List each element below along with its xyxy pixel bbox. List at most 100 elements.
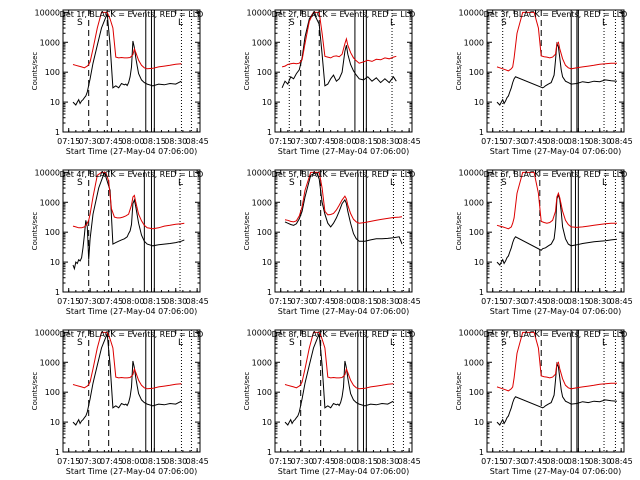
x-tick-label: 07:15 [481, 137, 504, 146]
y-tick-label: 1 [267, 448, 272, 457]
y-tick-label: 10 [50, 418, 60, 427]
x-tick-label: 07:15 [481, 297, 504, 306]
x-tick-label: 07:45 [100, 457, 123, 466]
x-tick-label: 07:45 [524, 457, 547, 466]
box-label-l: L [602, 338, 607, 348]
y-tick-label: 1000 [252, 198, 272, 207]
y-tick-label: 1 [479, 128, 484, 137]
x-tick-label: 08:00 [121, 297, 144, 306]
x-tick-label: 08:15 [567, 297, 590, 306]
x-tick-label: 08:45 [186, 137, 209, 146]
box-label-s: S [501, 18, 507, 28]
panel-title: Det 2f, BLACK = Events, RED = LLD [272, 10, 416, 19]
x-tick-label: 07:30 [79, 137, 102, 146]
y-tick-label: 1 [267, 128, 272, 137]
y-axis-label: Counts/sec [31, 212, 39, 251]
y-tick-label: 1000 [464, 358, 484, 367]
lld-series-line [496, 331, 617, 392]
y-tick-label: 10 [474, 98, 484, 107]
events-series-line [72, 13, 182, 106]
x-tick-label: 07:45 [312, 457, 335, 466]
x-tick-label: 07:15 [269, 457, 292, 466]
x-tick-label: 08:15 [143, 137, 166, 146]
y-tick-label: 100 [257, 68, 272, 77]
x-tick-label: 07:15 [269, 137, 292, 146]
x-tick-label: 08:45 [610, 137, 633, 146]
x-tick-label: 08:15 [355, 137, 378, 146]
y-tick-label: 1000 [40, 198, 60, 207]
x-axis-label: Start Time (27-May-04 07:06:00) [66, 147, 197, 156]
y-tick-label: 10000 [459, 328, 484, 337]
lld-series-line [496, 171, 617, 230]
panel-title: Det 8f, BLACK = Events, RED = LLD [272, 330, 416, 339]
events-series-line [496, 192, 617, 266]
y-tick-label: 10000 [247, 8, 272, 17]
x-tick-label: 07:30 [503, 457, 526, 466]
y-tick-label: 10000 [247, 328, 272, 337]
y-tick-label: 10 [262, 98, 272, 107]
box-label-l: L [178, 178, 183, 188]
box-label-s: S [77, 18, 83, 28]
x-tick-label: 07:45 [100, 297, 123, 306]
box-label-l: L [602, 178, 607, 188]
y-tick-label: 10 [262, 418, 272, 427]
y-tick-label: 10 [50, 258, 60, 267]
events-series-line [284, 333, 394, 426]
y-tick-label: 100 [257, 228, 272, 237]
x-tick-label: 07:30 [79, 297, 102, 306]
x-tick-label: 08:30 [376, 137, 399, 146]
x-tick-label: 08:00 [545, 137, 568, 146]
x-axis-label: Start Time (27-May-04 07:06:00) [66, 467, 197, 476]
x-tick-label: 08:45 [398, 457, 421, 466]
x-tick-label: 07:45 [524, 297, 547, 306]
y-tick-label: 10000 [459, 168, 484, 177]
box-label-s: S [501, 338, 507, 348]
plot-frame [486, 169, 625, 293]
y-tick-label: 1 [479, 448, 484, 457]
x-tick-label: 07:30 [291, 137, 314, 146]
y-axis-label: Counts/sec [455, 372, 463, 411]
box-label-l: L [602, 18, 607, 28]
x-tick-label: 07:30 [291, 297, 314, 306]
box-label-s: S [289, 178, 295, 188]
lld-series-line [72, 331, 182, 390]
x-tick-label: 08:45 [398, 297, 421, 306]
y-tick-label: 1 [55, 288, 60, 297]
plot-frame [62, 9, 201, 133]
y-axis-label: Counts/sec [31, 372, 39, 411]
y-tick-label: 10000 [35, 8, 60, 17]
y-tick-label: 1000 [464, 38, 484, 47]
panel-title: Det 3f, BLACK = Events, RED = LLD [484, 10, 628, 19]
x-tick-label: 07:15 [269, 297, 292, 306]
x-tick-label: 07:45 [100, 137, 123, 146]
y-tick-label: 10000 [35, 168, 60, 177]
events-series-line [496, 41, 617, 106]
x-tick-label: 08:15 [567, 457, 590, 466]
x-axis-label: Start Time (27-May-04 07:06:00) [490, 467, 621, 476]
x-axis-label: Start Time (27-May-04 07:06:00) [490, 307, 621, 316]
y-tick-label: 100 [45, 228, 60, 237]
x-tick-label: 08:00 [545, 457, 568, 466]
x-tick-label: 07:45 [312, 297, 335, 306]
panel-title: Det 5f, BLACK = Events, RED = LLD [272, 170, 416, 179]
plot-frame [274, 329, 413, 453]
y-tick-label: 1 [55, 448, 60, 457]
x-tick-label: 08:30 [588, 137, 611, 146]
y-axis-label: Counts/sec [455, 212, 463, 251]
box-label-s: S [289, 338, 295, 348]
plot-frame [62, 329, 201, 453]
box-label-s: S [289, 18, 295, 28]
y-axis-label: Counts/sec [243, 212, 251, 251]
plot-frame [486, 329, 625, 453]
x-tick-label: 07:30 [503, 297, 526, 306]
x-tick-label: 07:15 [57, 457, 80, 466]
y-tick-label: 1 [55, 128, 60, 137]
events-series-line [284, 171, 403, 245]
